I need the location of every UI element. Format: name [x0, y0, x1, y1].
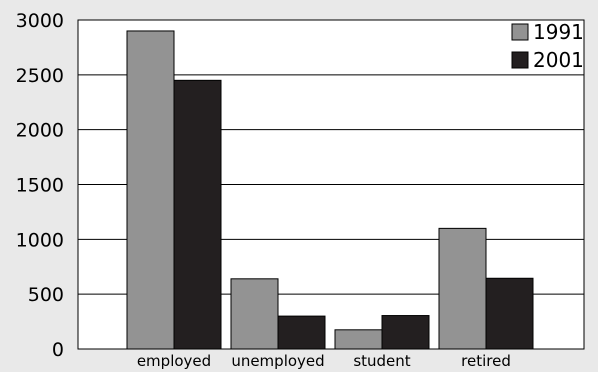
bar-employed-2001 [173, 79, 222, 350]
bar-retired-2001 [485, 277, 534, 350]
y-tick-label: 500 [28, 284, 64, 306]
legend-label-2001: 2001 [533, 48, 584, 72]
x-tick-label-retired: retired [461, 352, 511, 370]
x-axis-category-labels: employed unemployed student retired [137, 352, 511, 370]
x-tick-label-unemployed: unemployed [231, 352, 324, 370]
bar-student-2001 [381, 315, 430, 350]
bars [126, 30, 534, 350]
legend: 1991 2001 [511, 20, 584, 72]
bar-unemployed-1991 [230, 278, 279, 350]
y-tick-label: 2000 [16, 120, 64, 142]
y-tick-label: 2500 [16, 65, 64, 87]
y-tick-label: 3000 [16, 10, 64, 32]
bar-unemployed-2001 [277, 315, 326, 350]
y-tick-label: 0 [52, 339, 64, 361]
y-tick-label: 1500 [16, 175, 64, 197]
y-tick-label: 1000 [16, 229, 64, 251]
x-tick-label-student: student [353, 352, 410, 370]
bar-retired-1991 [438, 227, 487, 350]
bar-employed-1991 [126, 30, 175, 350]
legend-swatch-2001 [511, 51, 529, 69]
legend-swatch-1991 [511, 23, 529, 41]
x-tick-label-employed: employed [137, 352, 211, 370]
y-axis-tick-labels: 0 500 1000 1500 2000 2500 3000 [16, 10, 64, 361]
legend-label-1991: 1991 [533, 20, 584, 44]
bar-student-1991 [334, 329, 383, 350]
